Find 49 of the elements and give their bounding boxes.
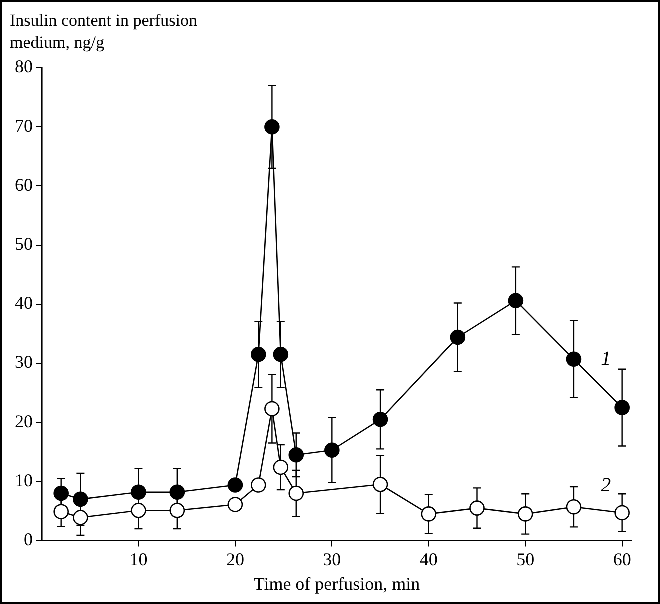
series-label: 2 — [601, 474, 612, 496]
y-tick-label: 40 — [15, 293, 33, 314]
point — [421, 506, 437, 522]
point — [264, 119, 280, 135]
point — [566, 352, 582, 368]
x-tick-label: 10 — [130, 549, 148, 570]
series-label: 1 — [601, 348, 612, 370]
y-tick-label: 70 — [15, 116, 33, 136]
point — [228, 478, 244, 493]
x-tick-label: 30 — [323, 549, 342, 570]
point — [450, 330, 466, 346]
point — [372, 477, 388, 492]
y-tick-label: 30 — [15, 352, 33, 372]
point — [288, 486, 304, 502]
x-tick-label: 60 — [613, 549, 632, 570]
y-tick-label: 0 — [24, 530, 33, 550]
point — [518, 506, 534, 522]
point — [372, 412, 388, 428]
y-tick-label: 20 — [15, 411, 33, 432]
point — [251, 478, 266, 493]
point — [170, 503, 186, 518]
point — [131, 503, 146, 518]
point — [508, 293, 524, 309]
x-tick-label: 40 — [420, 549, 438, 570]
x-tick-label: 50 — [516, 549, 535, 570]
y-tick-label: 60 — [15, 174, 33, 195]
point — [324, 442, 340, 458]
point — [273, 346, 289, 362]
point — [614, 400, 630, 416]
point — [170, 484, 186, 500]
point — [566, 499, 582, 515]
point — [273, 460, 289, 476]
point — [614, 505, 630, 521]
point — [228, 497, 244, 512]
y-tick-label: 50 — [15, 234, 33, 254]
point — [54, 486, 69, 502]
point — [73, 492, 88, 508]
point — [73, 510, 88, 526]
y-axis-title: Insulin content in perfusion medium, ng/g — [10, 10, 198, 54]
x-axis-title: Time of perfusion, min — [254, 574, 420, 594]
point — [54, 504, 69, 520]
point — [131, 484, 146, 500]
y-tick-label: 10 — [15, 470, 33, 490]
y-tick-label: 80 — [15, 56, 33, 77]
point — [264, 401, 280, 417]
x-tick-label: 20 — [226, 549, 244, 570]
point — [288, 447, 304, 463]
point — [470, 500, 485, 516]
point — [251, 346, 266, 362]
